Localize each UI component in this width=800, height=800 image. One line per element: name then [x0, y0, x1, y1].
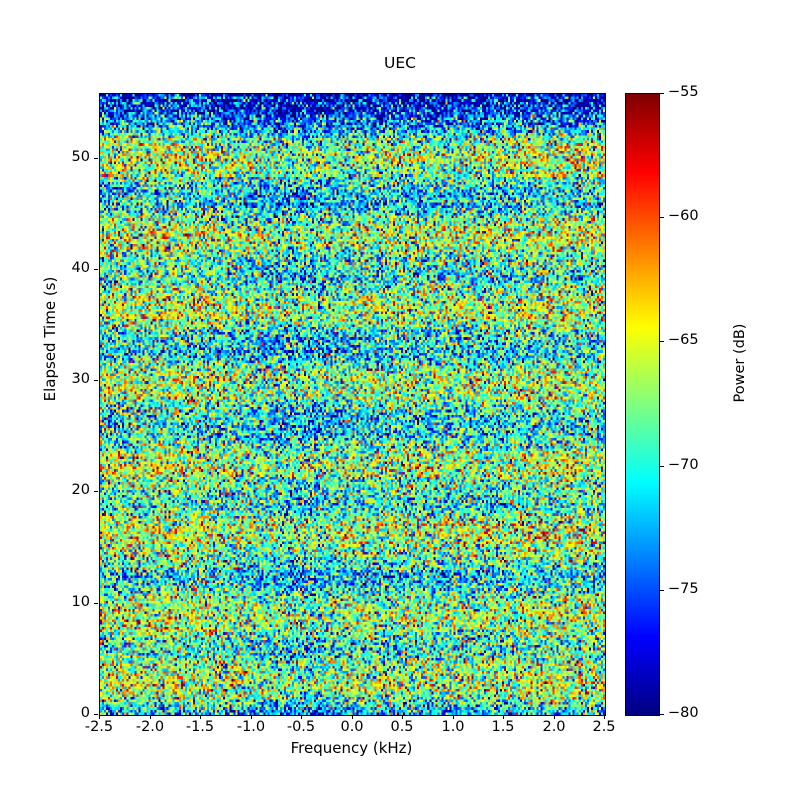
colorbar-tick [660, 217, 664, 218]
x-axis-tick-label: -1.0 [236, 719, 266, 735]
x-axis-tick-label: -0.5 [286, 719, 316, 735]
x-axis-tick [99, 715, 100, 719]
x-axis-tick [402, 715, 403, 719]
x-axis-tick-label: 1.0 [441, 719, 465, 735]
x-axis-tick [150, 715, 151, 719]
colorbar-gradient [626, 94, 659, 715]
x-axis-tick [251, 715, 252, 719]
x-axis-tick-label: -2.0 [135, 719, 165, 735]
x-axis-tick-label: 0.5 [390, 719, 414, 735]
y-axis-tick [94, 380, 98, 381]
y-axis-tick [94, 603, 98, 604]
x-axis-tick [453, 715, 454, 719]
x-axis-tick-label: -2.5 [84, 719, 114, 735]
x-axis-tick-label: 0.0 [340, 719, 364, 735]
colorbar-tick-label: −70 [668, 457, 699, 473]
y-axis-tick-label: 10 [71, 594, 90, 610]
colorbar-tick-label: −60 [668, 208, 699, 224]
colorbar-tick [660, 93, 664, 94]
colorbar-tick-label: −65 [668, 332, 699, 348]
y-axis-tick [94, 269, 98, 270]
y-axis-tick [94, 158, 98, 159]
x-axis-tick-label: -1.5 [185, 719, 215, 735]
x-axis-tick [301, 715, 302, 719]
x-axis-tick [503, 715, 504, 719]
spectrogram-heatmap [100, 94, 605, 715]
x-axis-tick-label: 2.5 [592, 719, 616, 735]
colorbar-tick [660, 341, 664, 342]
y-axis-tick [94, 714, 98, 715]
x-axis-tick-label: 2.0 [542, 719, 566, 735]
colorbar-tick [660, 714, 664, 715]
colorbar-tick-label: −55 [668, 84, 699, 100]
y-axis-tick-label: 30 [71, 371, 90, 387]
x-axis-tick [554, 715, 555, 719]
x-axis-tick [604, 715, 605, 719]
figure-title: UEC [384, 54, 416, 72]
colorbar [625, 93, 660, 716]
y-axis-tick [94, 491, 98, 492]
x-axis-tick-label: 1.5 [491, 719, 515, 735]
y-axis-tick-label: 0 [80, 705, 90, 721]
spectrogram-plot-area [99, 93, 606, 716]
colorbar-tick [660, 466, 664, 467]
y-axis-tick-label: 50 [71, 149, 90, 165]
colorbar-label: Power (dB) [732, 323, 748, 403]
colorbar-tick-label: −80 [668, 705, 699, 721]
x-axis-tick [352, 715, 353, 719]
colorbar-tick [660, 590, 664, 591]
x-axis-label: Frequency (kHz) [290, 739, 413, 757]
colorbar-tick-label: −75 [668, 581, 699, 597]
y-axis-tick-label: 20 [71, 482, 90, 498]
y-axis-tick-label: 40 [71, 260, 90, 276]
x-axis-tick [200, 715, 201, 719]
